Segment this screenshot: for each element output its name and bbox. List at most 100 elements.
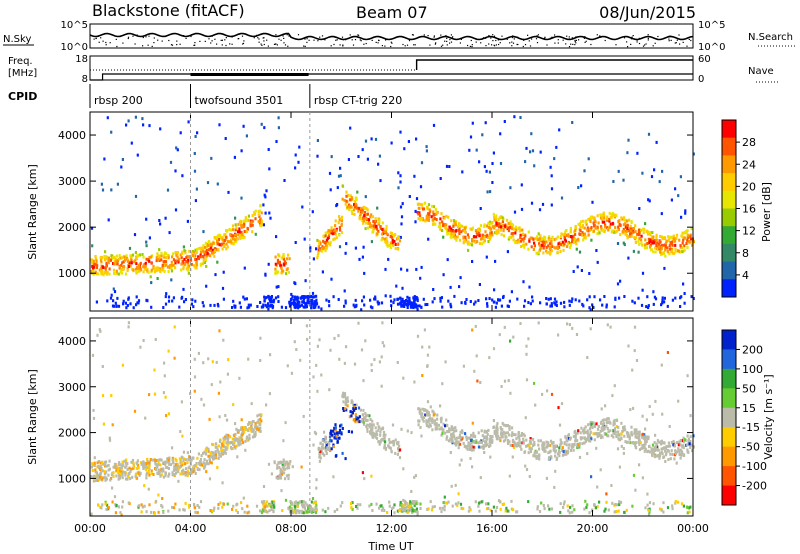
noise-search-dot	[524, 44, 527, 46]
echo-cell	[390, 141, 393, 145]
echo-cell	[112, 262, 115, 265]
echo-cell	[666, 304, 669, 308]
echo-cell	[470, 448, 474, 452]
echo-cell	[532, 248, 535, 251]
echo-cell	[114, 511, 117, 515]
echo-cell	[105, 507, 108, 511]
echo-cell	[501, 428, 504, 431]
echo-cell	[529, 302, 532, 306]
echo-cell	[196, 456, 199, 460]
echo-cell	[396, 361, 399, 364]
noise-search-dot	[191, 34, 193, 36]
noise-search-dot	[282, 35, 284, 37]
echo-cell	[335, 437, 338, 440]
echo-cell	[658, 180, 661, 184]
echo-cell	[277, 476, 280, 480]
echo-cell	[517, 240, 520, 244]
echo-cell	[135, 271, 138, 275]
echo-cell	[488, 445, 491, 448]
echo-cell	[250, 425, 253, 428]
echo-cell	[96, 333, 99, 337]
echo-cell	[94, 470, 97, 474]
echo-cell	[237, 230, 240, 234]
echo-cell	[370, 363, 373, 367]
echo-cell	[509, 186, 512, 190]
echo-cell	[396, 297, 399, 301]
echo-cell	[559, 502, 562, 506]
echo-cell	[660, 247, 663, 251]
echo-cell	[522, 280, 525, 284]
echo-cell	[502, 439, 506, 443]
echo-cell	[533, 244, 536, 248]
echo-cell	[671, 507, 674, 511]
echo-cell	[545, 476, 548, 480]
echo-cell	[389, 446, 392, 450]
echo-cell	[356, 506, 359, 510]
echo-cell	[100, 264, 103, 268]
noise-search-dot	[630, 43, 632, 45]
echo-cell	[598, 432, 601, 435]
echo-cell	[654, 453, 657, 457]
echo-cell	[234, 437, 237, 441]
echo-cell	[424, 413, 427, 417]
echo-cell	[164, 395, 167, 399]
echo-cell	[520, 432, 523, 435]
echo-cell	[233, 304, 236, 308]
echo-cell	[123, 265, 126, 268]
echo-cell	[673, 237, 676, 241]
echo-cell	[323, 430, 326, 434]
echo-cell	[267, 302, 270, 306]
echo-cell	[560, 235, 563, 238]
echo-cell	[629, 229, 632, 233]
echo-cell	[520, 447, 523, 451]
echo-cell	[392, 301, 395, 305]
echo-cell	[112, 268, 116, 272]
echo-cell	[155, 459, 158, 462]
echo-cell	[182, 459, 185, 463]
echo-cell	[163, 255, 166, 259]
echo-cell	[111, 500, 114, 504]
echo-cell	[100, 271, 104, 275]
echo-cell	[457, 446, 460, 450]
noise-search-dot	[495, 44, 497, 46]
echo-cell	[446, 230, 449, 234]
echo-cell	[243, 230, 246, 233]
echo-cell	[444, 223, 447, 226]
noise-search-dot	[274, 43, 276, 45]
echo-cell	[613, 510, 616, 514]
echo-cell	[356, 190, 359, 194]
echo-cell	[289, 300, 292, 304]
echo-cell	[131, 253, 135, 257]
echo-cell	[236, 455, 239, 459]
echo-cell	[294, 305, 297, 309]
echo-cell	[495, 437, 498, 441]
noise-search-dot	[485, 37, 487, 39]
echo-cell	[581, 302, 584, 306]
echo-cell	[538, 510, 542, 513]
echo-cell	[164, 302, 168, 306]
echo-cell	[618, 500, 621, 504]
echo-cell	[370, 137, 373, 141]
echo-cell	[564, 234, 567, 238]
echo-cell	[220, 449, 223, 452]
echo-cell	[579, 233, 582, 236]
echo-cell	[313, 295, 316, 299]
echo-cell	[689, 235, 692, 239]
echo-cell	[209, 242, 212, 246]
echo-cell	[429, 417, 432, 420]
echo-cell	[574, 240, 577, 243]
echo-cell	[549, 165, 552, 169]
echo-cell	[154, 338, 157, 341]
echo-cell	[440, 296, 443, 300]
echo-cell	[131, 475, 134, 479]
echo-cell	[216, 466, 219, 469]
echo-cell	[372, 219, 375, 223]
echo-cell	[110, 130, 113, 134]
echo-cell	[354, 202, 357, 206]
echo-cell	[221, 247, 224, 251]
noise-search-dot	[690, 39, 692, 42]
echo-cell	[400, 222, 403, 226]
echo-cell	[432, 413, 435, 417]
echo-cell	[408, 296, 411, 300]
